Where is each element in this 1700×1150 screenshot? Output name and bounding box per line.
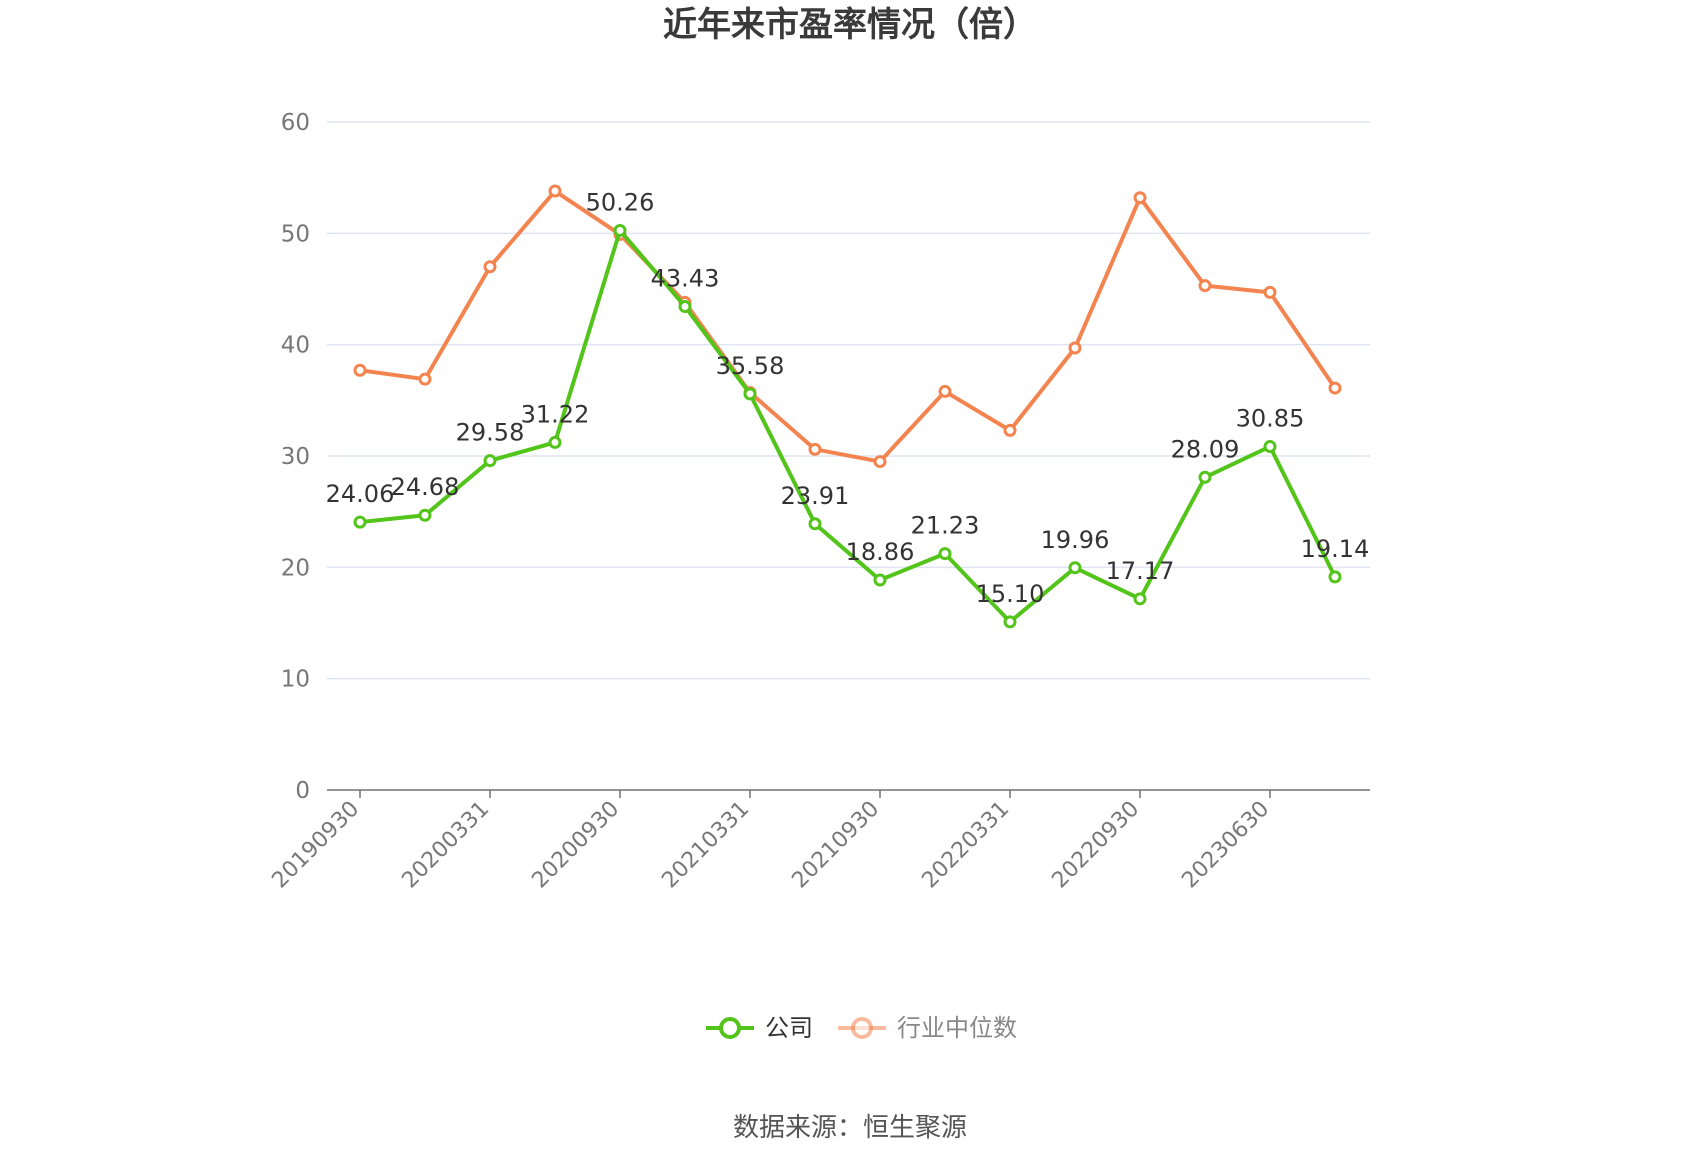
company-point-11	[1068, 561, 1082, 575]
legend-item-industry-median[interactable]: 行业中位数	[838, 1014, 1017, 1042]
industry-median-point-12	[1133, 191, 1147, 205]
series-company	[353, 223, 1342, 629]
company-data-label-1: 24.68	[391, 473, 460, 501]
industry-median-point-7	[808, 442, 822, 456]
x-axis: 20190930 20200331 20200930 20210331 20210930…	[267, 789, 1370, 894]
industry-median-point-9	[938, 384, 952, 398]
y-tick-label-5: 50	[281, 221, 310, 247]
company-data-label-15: 19.14	[1301, 535, 1370, 563]
x-tick-label-4: 20200930	[527, 797, 624, 894]
company-point-12	[1133, 592, 1147, 606]
industry-median-point-0	[353, 363, 367, 377]
industry-median-point-11	[1068, 341, 1082, 355]
company-point-3	[548, 435, 562, 449]
grid-lines	[327, 121, 1370, 680]
company-point-0	[353, 515, 367, 529]
y-tick-label-3: 30	[281, 444, 310, 470]
series-industry-median	[353, 184, 1342, 469]
company-point-6	[743, 387, 757, 401]
company-data-label-2: 29.58	[456, 419, 525, 447]
company-data-label-5: 43.43	[651, 264, 720, 292]
legend-item-company[interactable]: 公司	[706, 1014, 813, 1042]
company-data-label-0: 24.06	[326, 480, 395, 508]
company-point-9	[938, 547, 952, 561]
industry-median-point-15	[1328, 381, 1342, 395]
x-tick-label-0: 20190930	[267, 797, 364, 894]
x-tick-label-6: 20210331	[657, 797, 754, 894]
legend-company-label: 公司	[765, 1014, 813, 1042]
company-line	[359, 228, 1337, 624]
company-point-4	[613, 223, 627, 237]
company-data-label-6: 35.58	[716, 352, 785, 380]
company-data-label-9: 21.23	[911, 512, 980, 540]
y-tick-label-2: 20	[281, 555, 310, 581]
company-data-label-7: 23.91	[781, 482, 850, 510]
company-data-label-13: 28.09	[1171, 435, 1240, 463]
industry-median-point-1	[418, 372, 432, 386]
x-tick-label-10: 20220331	[917, 797, 1014, 894]
company-point-5	[678, 299, 692, 313]
series-layer	[353, 184, 1342, 629]
legend: 公司 行业中位数	[706, 1014, 1017, 1042]
x-tick-label-8: 20210930	[787, 797, 884, 894]
legend-company-marker	[719, 1017, 741, 1039]
x-tick-label-2: 20200331	[397, 797, 494, 894]
company-point-8	[873, 573, 887, 587]
industry-median-line	[359, 189, 1337, 464]
company-data-label-3: 31.22	[521, 400, 590, 428]
x-tick-label-12: 20220930	[1047, 797, 1144, 894]
company-data-label-8: 18.86	[846, 538, 915, 566]
company-point-2	[483, 454, 497, 468]
industry-median-point-14	[1263, 285, 1277, 299]
company-point-1	[418, 508, 432, 522]
source-note: 数据来源：恒生聚源	[733, 1113, 967, 1143]
company-data-label-11: 19.96	[1041, 526, 1110, 554]
company-data-label-4: 50.26	[586, 188, 655, 216]
company-data-label-12: 17.17	[1106, 557, 1175, 585]
industry-median-point-2	[483, 260, 497, 274]
industry-median-point-10	[1003, 423, 1017, 437]
company-point-15	[1328, 570, 1342, 584]
company-point-7	[808, 517, 822, 531]
y-tick-label-1: 10	[281, 667, 310, 693]
industry-median-point-13	[1198, 279, 1212, 293]
y-axis: 0 10 20 30 40 50 60	[281, 110, 310, 804]
y-tick-label-0: 0	[295, 778, 310, 804]
company-point-13	[1198, 470, 1212, 484]
x-tick-label-14: 20230630	[1177, 797, 1274, 894]
company-data-label-10: 15.10	[976, 580, 1045, 608]
industry-median-point-8	[873, 455, 887, 469]
company-point-10	[1003, 615, 1017, 629]
legend-industry-marker	[851, 1017, 873, 1039]
chart-title: 近年来市盈率情况（倍）	[663, 5, 1037, 45]
y-tick-label-4: 40	[281, 333, 310, 359]
industry-median-point-3	[548, 184, 562, 198]
y-tick-label-6: 60	[281, 110, 310, 136]
company-data-label-14: 30.85	[1236, 405, 1305, 433]
legend-industry-label: 行业中位数	[897, 1014, 1017, 1042]
company-point-14	[1263, 440, 1277, 454]
